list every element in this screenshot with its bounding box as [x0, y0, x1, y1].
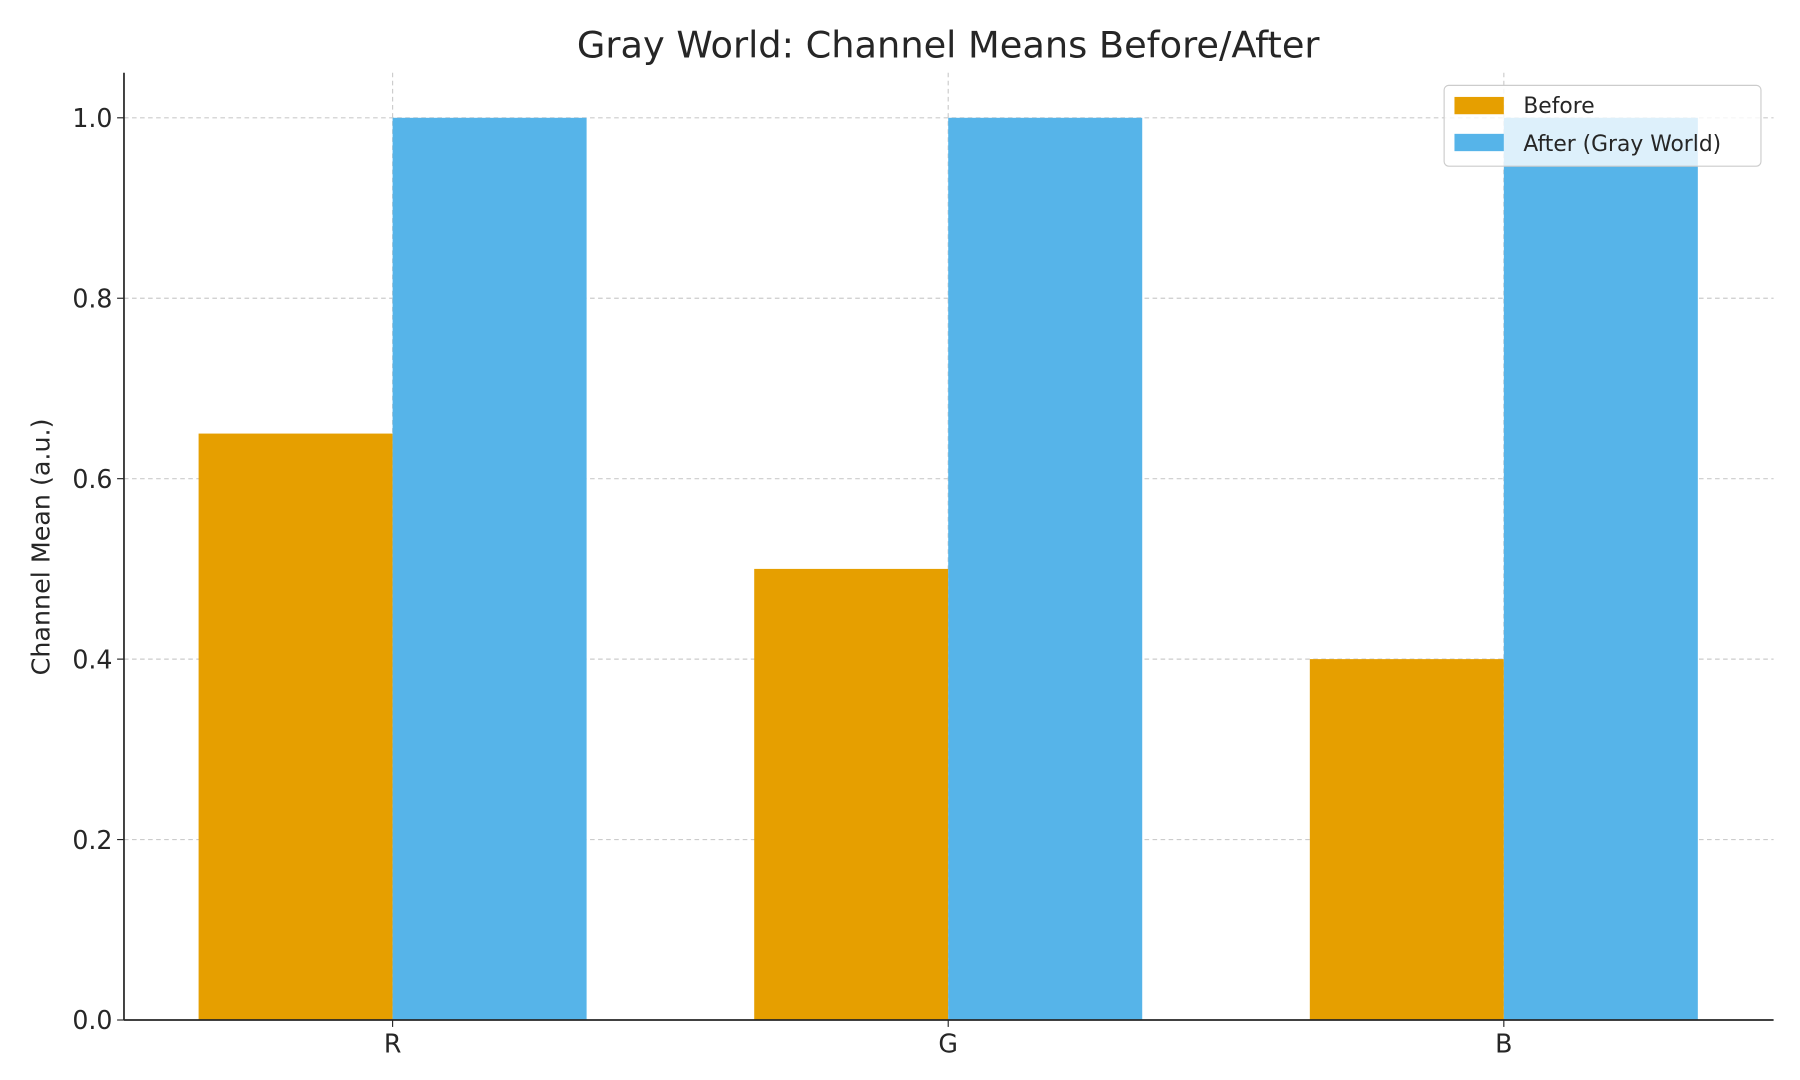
y-tick-label: 0.6: [72, 465, 112, 494]
ticks: 0.0 0.2 0.4 0.6 0.8 1.0 R G B: [72, 104, 1512, 1058]
legend-box: [1443, 84, 1762, 167]
legend-swatch-before: [1454, 96, 1504, 115]
legend: Before After (Gray World): [1443, 84, 1762, 167]
y-axis-label: Channel Mean (a.u.): [26, 418, 55, 675]
bar-before-G: [754, 568, 949, 1020]
y-tick-label: 0.2: [72, 826, 112, 855]
bar-after-R: [392, 117, 587, 1021]
y-tick-label: 0.8: [72, 284, 112, 313]
y-tick-label: 1.0: [72, 104, 112, 133]
legend-label-before: Before: [1523, 94, 1594, 119]
legend-swatch-after: [1454, 133, 1504, 152]
chart-title: Gray World: Channel Means Before/After: [577, 24, 1320, 67]
bar-after-G: [948, 117, 1143, 1021]
bar-before-R: [198, 433, 393, 1020]
x-tick-label: B: [1495, 1029, 1512, 1058]
bars: [198, 117, 1698, 1021]
legend-label-after: After (Gray World): [1523, 132, 1721, 157]
bar-after-B: [1503, 117, 1698, 1021]
y-tick-label: 0.0: [72, 1006, 112, 1035]
y-tick-label: 0.4: [72, 645, 112, 674]
x-tick-label: G: [938, 1029, 958, 1058]
bar-before-B: [1309, 659, 1504, 1020]
x-tick-label: R: [384, 1029, 402, 1058]
